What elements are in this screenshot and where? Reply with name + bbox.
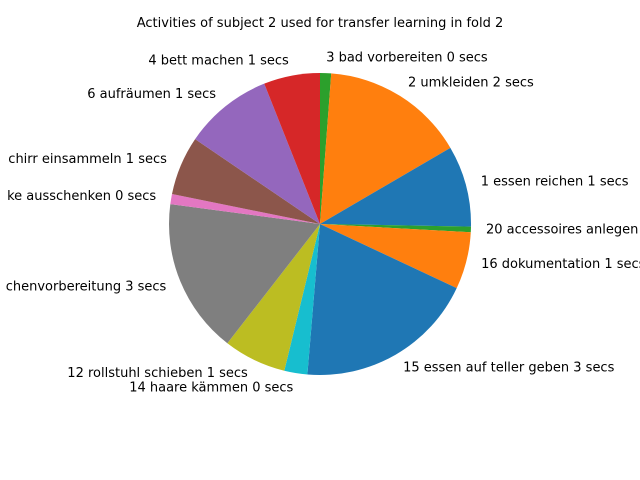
- pie-slice-9: [170, 194, 320, 224]
- pie-slice-4: [320, 224, 471, 289]
- pie-label-1: 2 umkleiden 2 secs: [408, 76, 534, 91]
- pie-labels: 3 bad vorbereiten 0 secs 2 umkleiden 2 se…: [6, 51, 640, 396]
- pie-label-6: 14 haare kämmen 0 secs: [129, 380, 293, 395]
- pie-slice-12: [264, 73, 320, 224]
- pie-slice-2: [320, 147, 472, 227]
- chart-title: Activities of subject 2 used for transfe…: [137, 16, 504, 31]
- pie-label-9: ke ausschenken 0 secs: [7, 189, 156, 204]
- pie-label-7: 12 rollstuhl schieben 1 secs: [67, 366, 248, 381]
- pie-label-0: 3 bad vorbereiten 0 secs: [326, 51, 488, 66]
- pie-label-4: 16 dokumentation 1 secs: [481, 257, 640, 272]
- pie-label-3: 20 accessoires anlegen 0 secs: [486, 222, 640, 237]
- pie-label-11: 6 aufräumen 1 secs: [87, 87, 216, 102]
- pie-slice-5: [307, 224, 457, 375]
- pie-label-5: 15 essen auf teller geben 3 secs: [403, 360, 614, 375]
- pie-slice-1: [320, 73, 451, 224]
- pie-slice-6: [284, 224, 320, 375]
- pie-slice-7: [227, 224, 320, 371]
- pie-slice-8: [169, 204, 320, 344]
- pie-label-12: 4 bett machen 1 secs: [148, 53, 289, 68]
- pie-label-8: chenvorbereitung 3 secs: [6, 280, 167, 295]
- pie-label-10: chirr einsammeln 1 secs: [8, 152, 167, 167]
- pie-slice-10: [172, 139, 320, 224]
- pie-slices: [169, 73, 472, 375]
- pie-slice-11: [195, 83, 320, 225]
- pie-slice-0: [320, 73, 332, 224]
- pie-slice-3: [320, 224, 471, 233]
- pie-label-2: 1 essen reichen 1 secs: [481, 175, 629, 190]
